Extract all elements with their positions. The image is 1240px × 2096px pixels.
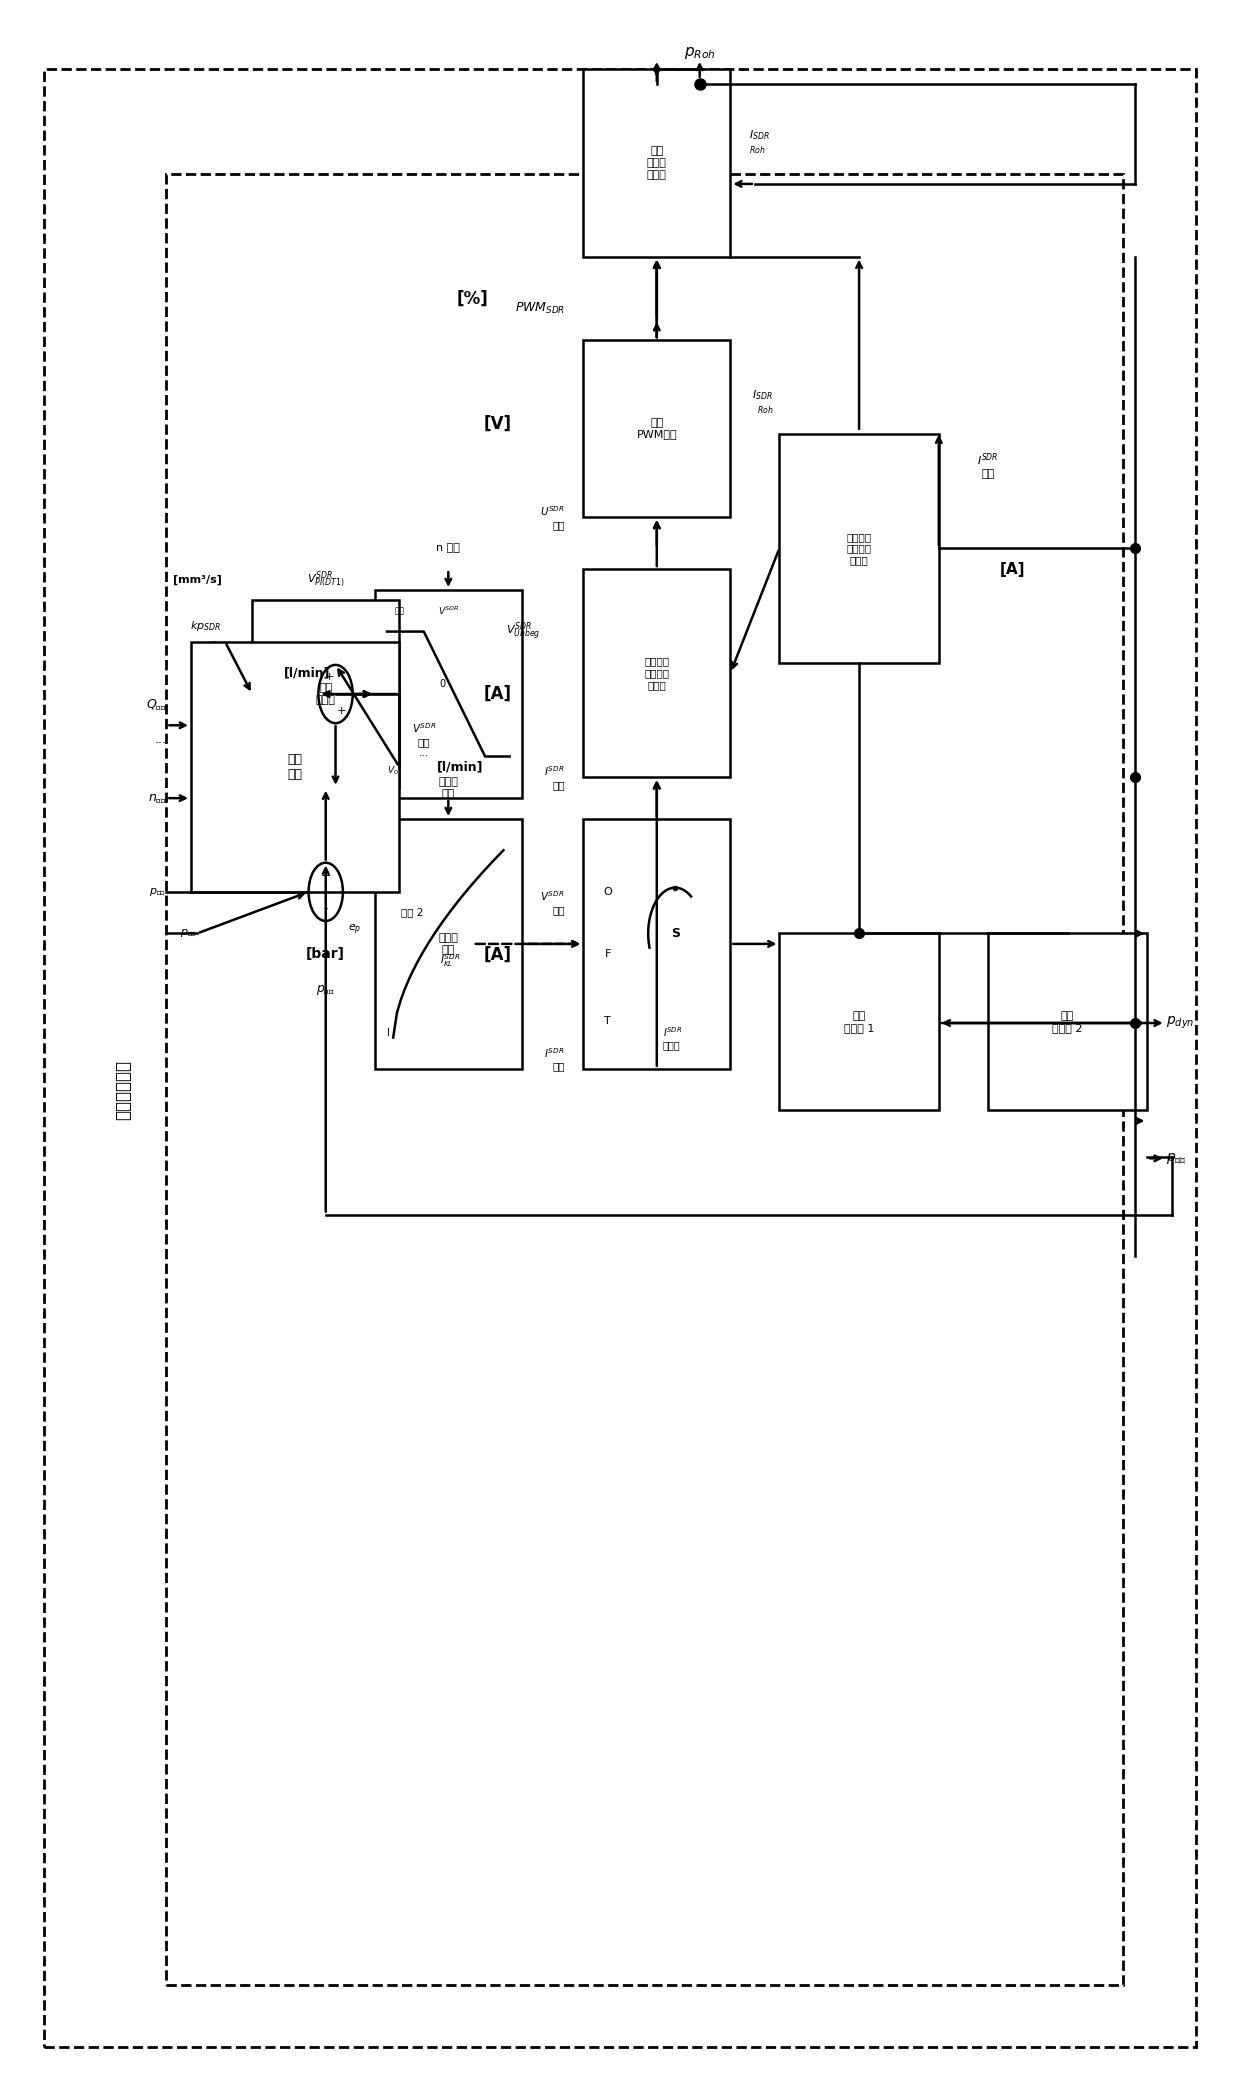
Text: $p_{测量}$: $p_{测量}$ — [149, 887, 166, 897]
Text: $U^{SDR}$
目标: $U^{SDR}$ 目标 — [539, 505, 565, 530]
Text: $V_0$: $V_0$ — [387, 765, 399, 778]
Text: 计算
PWM信号: 计算 PWM信号 — [636, 417, 677, 440]
Text: S: S — [671, 926, 680, 939]
Text: [l/min]: [l/min] — [438, 761, 484, 773]
Text: +: + — [325, 673, 334, 683]
FancyBboxPatch shape — [43, 69, 1197, 2048]
FancyBboxPatch shape — [166, 174, 1122, 1985]
Text: $I^{SDR}$
应运行: $I^{SDR}$ 应运行 — [663, 1025, 682, 1050]
Text: 抑吸
节流阀
高压泵: 抑吸 节流阀 高压泵 — [647, 147, 667, 180]
Text: $I^{SDR}$
目标: $I^{SDR}$ 目标 — [544, 1046, 565, 1071]
FancyBboxPatch shape — [374, 589, 522, 799]
Text: 0: 0 — [439, 679, 445, 690]
FancyBboxPatch shape — [583, 820, 730, 1069]
Text: $V^{SDR}$: $V^{SDR}$ — [438, 604, 459, 616]
Text: -: - — [324, 901, 329, 916]
Text: 高压
滤波器 1: 高压 滤波器 1 — [844, 1010, 874, 1033]
Text: $I_{SDR}$
$_{Roh}$: $I_{SDR}$ $_{Roh}$ — [749, 128, 770, 157]
FancyBboxPatch shape — [988, 933, 1147, 1111]
Text: 计算
干扰: 计算 干扰 — [288, 752, 303, 782]
Text: $I^{SDR}_{KL}$: $I^{SDR}_{KL}$ — [440, 952, 460, 968]
Text: $V^{SDR}_{PI(DT1)}$: $V^{SDR}_{PI(DT1)}$ — [306, 570, 345, 589]
Text: ...: ... — [154, 734, 166, 746]
FancyBboxPatch shape — [583, 69, 730, 258]
Text: [l/min]: [l/min] — [284, 667, 331, 679]
Text: 高压调整电路: 高压调整电路 — [114, 1061, 133, 1119]
Text: F: F — [605, 949, 611, 960]
FancyBboxPatch shape — [191, 641, 399, 891]
Text: $I^{SDR}$
目标: $I^{SDR}$ 目标 — [544, 765, 565, 790]
Text: $V^{SDR}_{Unbeg}$: $V^{SDR}_{Unbeg}$ — [506, 620, 541, 643]
Text: $I_{SDR}$
$_{Roh}$: $I_{SDR}$ $_{Roh}$ — [753, 388, 774, 417]
Text: 限制: 限制 — [394, 606, 404, 616]
Text: $V^{SDR}$
目标: $V^{SDR}$ 目标 — [541, 889, 565, 916]
Text: [bar]: [bar] — [306, 947, 345, 962]
Text: $PWM_{SDR}$: $PWM_{SDR}$ — [515, 302, 565, 316]
Text: 抑吸节流
阀的电流
滤波器: 抑吸节流 阀的电流 滤波器 — [847, 532, 872, 566]
FancyBboxPatch shape — [780, 933, 939, 1111]
Text: $p_{测量}$: $p_{测量}$ — [1166, 1151, 1187, 1165]
FancyBboxPatch shape — [583, 570, 730, 778]
Text: n 测量: n 测量 — [436, 543, 460, 553]
Text: [mm³/s]: [mm³/s] — [172, 574, 222, 585]
Text: $n_{测量}$: $n_{测量}$ — [148, 792, 166, 805]
Text: $p_{dyn}$: $p_{dyn}$ — [1166, 1014, 1194, 1031]
Text: $p_{目标}$: $p_{目标}$ — [180, 929, 197, 939]
Text: T: T — [604, 1017, 611, 1025]
Text: [A]: [A] — [484, 945, 511, 964]
Text: [A]: [A] — [999, 562, 1025, 576]
FancyBboxPatch shape — [374, 820, 522, 1069]
Text: $p_{目标}$: $p_{目标}$ — [316, 983, 335, 998]
Text: 高压
调节器: 高压 调节器 — [316, 683, 336, 704]
Text: 泵特性
曲线: 泵特性 曲线 — [439, 778, 459, 799]
FancyBboxPatch shape — [583, 340, 730, 518]
Text: I: I — [387, 1027, 389, 1038]
Text: [%]: [%] — [458, 289, 489, 308]
Text: $Q_{目标}$: $Q_{目标}$ — [145, 698, 166, 713]
FancyBboxPatch shape — [780, 434, 939, 662]
Text: $e_p$: $e_p$ — [347, 922, 361, 937]
Text: 信号 2: 信号 2 — [402, 908, 424, 918]
Text: $I^{SDR}$
测量: $I^{SDR}$ 测量 — [977, 451, 998, 480]
Text: 高压
滤波器 2: 高压 滤波器 2 — [1053, 1010, 1083, 1033]
Text: O: O — [604, 887, 613, 897]
Text: [V]: [V] — [484, 415, 511, 432]
FancyBboxPatch shape — [252, 599, 399, 788]
Text: [A]: [A] — [484, 685, 511, 702]
Text: 抑吸节流
阀的电流
调节器: 抑吸节流 阀的电流 调节器 — [645, 656, 670, 690]
Text: +: + — [320, 868, 331, 882]
Text: $V^{SDR}$
干扰
...: $V^{SDR}$ 干扰 ... — [412, 721, 436, 759]
Text: 泵特性
曲线: 泵特性 曲线 — [439, 933, 459, 954]
Text: $p_{Roh}$: $p_{Roh}$ — [683, 44, 715, 61]
Text: $kp_{SDR}$
...: $kp_{SDR}$ ... — [191, 618, 222, 643]
Text: +: + — [337, 706, 346, 715]
